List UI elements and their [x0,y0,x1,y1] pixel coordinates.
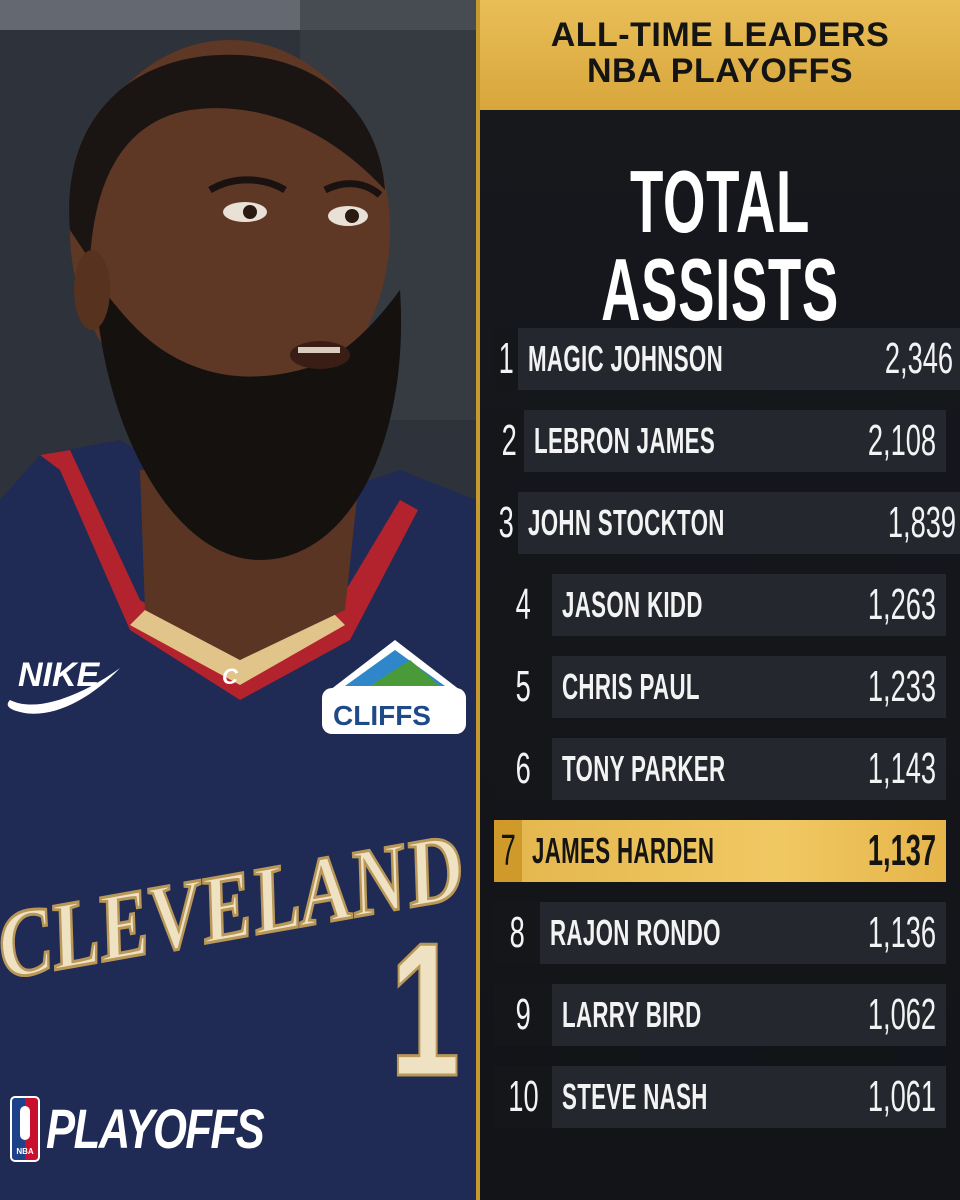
player-photo: NIKE C CLIFFS CLEVELAND 1 NBA PLAYOFFS [0,0,476,1200]
rank-number: 7 [500,826,516,875]
sponsor-patch [322,688,466,734]
jersey-number: 1 [390,904,460,1116]
rank-number: 5 [515,662,531,711]
player-cell: JAMES HARDEN 1,137 [521,820,946,882]
player-name: TONY PARKER [562,748,726,789]
header-banner: ALL-TIME LEADERS NBA PLAYOFFS [480,0,960,110]
rank-number: 6 [515,744,531,793]
player-name: LEBRON JAMES [533,420,715,461]
player-cell: LEBRON JAMES 2,108 [523,410,946,472]
rank-cell: 1 [494,328,519,390]
player-illustration: NIKE C CLIFFS CLEVELAND 1 [0,0,476,1200]
player-name: JOHN STOCKTON [528,502,726,543]
assist-total: 1,062 [867,990,936,1039]
player-cell: CHRIS PAUL 1,233 [552,656,946,718]
beard [95,280,402,560]
assist-total: 1,143 [867,744,936,793]
collar-letter: C [222,664,239,689]
player-head [70,40,390,420]
leader-row: 2 LEBRON JAMES 2,108 [494,410,946,472]
rank-number: 2 [501,416,517,465]
playoffs-wordmark: PLAYOFFS [46,1097,265,1160]
assist-total: 2,108 [867,416,936,465]
rank-cell: 8 [494,902,541,964]
leader-row: 9 LARRY BIRD 1,062 [494,984,946,1046]
rank-cell: 5 [494,656,552,718]
player-name: CHRIS PAUL [562,666,700,707]
assist-total: 1,137 [867,826,936,875]
nike-swoosh-icon [7,668,121,714]
stat-title: TOTAL ASSISTS [601,152,839,339]
rank-number: 4 [515,580,531,629]
leader-row: 6 TONY PARKER 1,143 [494,738,946,800]
player-name: STEVE NASH [562,1076,708,1117]
assist-total: 1,839 [887,498,956,547]
assist-total: 2,346 [884,334,954,383]
sponsor-text: CLIFFS [333,700,431,731]
player-cell: JOHN STOCKTON 1,839 [518,492,960,554]
rank-cell: 4 [494,574,552,636]
leader-row: 5 CHRIS PAUL 1,233 [494,656,946,718]
nba-logo-text: NBA [16,1147,34,1156]
player-name: LARRY BIRD [562,994,702,1035]
player-cell: MAGIC JOHNSON 2,346 [518,328,960,390]
assist-total: 1,263 [867,580,936,629]
leader-row: 3 JOHN STOCKTON 1,839 [494,492,960,554]
assist-total: 1,061 [867,1072,936,1121]
player-cell: STEVE NASH 1,061 [552,1066,946,1128]
leader-row: 10 STEVE NASH 1,061 [494,1066,946,1128]
rank-number: 8 [509,908,525,957]
leader-row: 1 MAGIC JOHNSON 2,346 [494,328,960,390]
leaderboard-panel: ALL-TIME LEADERS NBA PLAYOFFS TOTAL ASSI… [480,0,960,1200]
leader-row: 8 RAJON RONDO 1,136 [494,902,946,964]
rank-cell: 9 [494,984,552,1046]
player-cell: LARRY BIRD 1,062 [552,984,946,1046]
rank-cell: 7 [494,820,522,882]
nike-wordmark: NIKE [18,656,101,694]
rank-number: 3 [498,498,514,547]
player-cell: TONY PARKER 1,143 [552,738,946,800]
leader-row: 4 JASON KIDD 1,263 [494,574,946,636]
gold-divider [476,0,480,1200]
rank-cell: 6 [494,738,552,800]
player-name: RAJON RONDO [550,912,722,953]
player-name: JAMES HARDEN [531,830,715,871]
player-cell: RAJON RONDO 1,136 [540,902,946,964]
player-name: MAGIC JOHNSON [528,338,724,379]
header-line-1: ALL-TIME LEADERS [550,16,890,54]
assist-total: 1,136 [867,908,936,957]
player-cell: JASON KIDD 1,263 [552,574,946,636]
leader-row-highlighted: 7 JAMES HARDEN 1,137 [494,820,946,882]
rank-number: 10 [507,1072,539,1121]
rank-cell: 10 [494,1066,552,1128]
rank-cell: 3 [494,492,519,554]
nba-playoffs-logo: NBA PLAYOFFS [10,1096,325,1162]
jersey [0,440,476,1200]
header-line-2: NBA PLAYOFFS [586,52,854,90]
rank-number: 1 [498,334,514,383]
nba-logo-icon: NBA [10,1096,40,1162]
rank-cell: 2 [494,410,524,472]
assist-total: 1,233 [867,662,936,711]
rank-number: 9 [515,990,531,1039]
player-name: JASON KIDD [562,584,703,625]
